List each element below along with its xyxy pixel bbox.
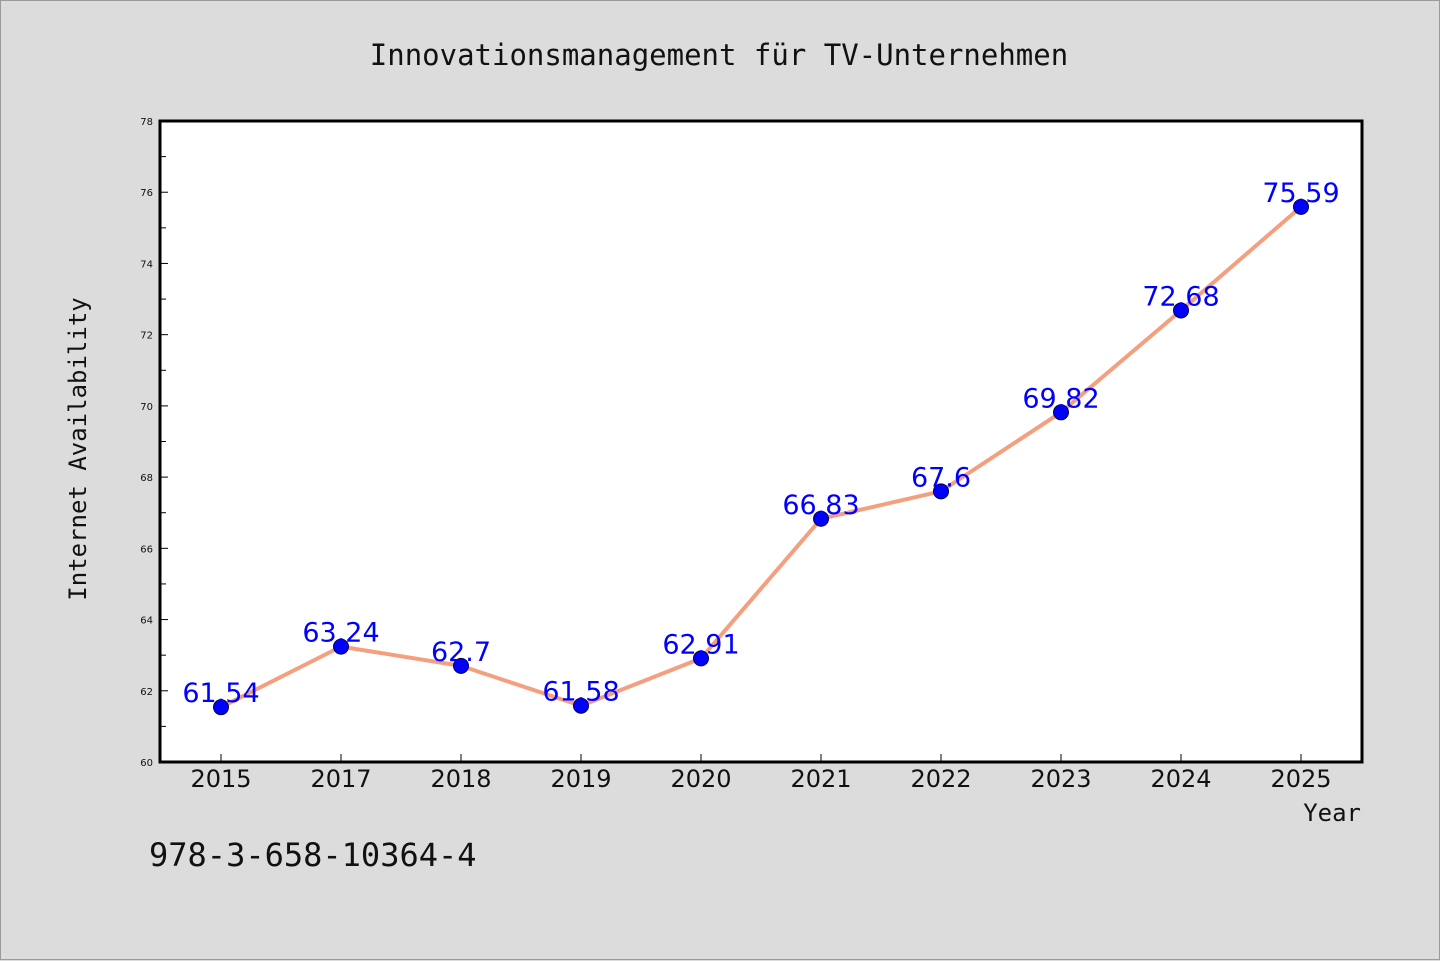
footnote-isbn: 978-3-658-10364-4 <box>149 836 477 874</box>
data-point <box>813 510 829 527</box>
y-tick-label: 76 <box>140 188 153 199</box>
x-axis-label: Year <box>1303 799 1361 827</box>
data-label: 66.83 <box>782 490 859 521</box>
y-axis-ticks: 60 62 64 66 68 70 72 74 76 78 <box>140 117 168 769</box>
data-labels: 61.54 63.24 62.7 61.58 62.91 66.83 67.6 69.82 72… <box>182 178 1339 709</box>
y-tick-label: 60 <box>140 758 153 769</box>
x-tick-label: 2023 <box>1030 765 1091 793</box>
data-point <box>1293 198 1309 215</box>
data-point <box>213 699 229 716</box>
data-label: 69.82 <box>1022 383 1099 414</box>
data-point <box>573 697 589 714</box>
data-markers <box>213 198 1309 716</box>
chart-title: Innovationsmanagement für TV-Unternehmen <box>370 38 1068 72</box>
data-point <box>693 650 709 667</box>
x-tick-label: 2024 <box>1150 765 1211 793</box>
data-point <box>1173 302 1189 319</box>
y-tick-label: 72 <box>140 331 153 342</box>
data-label: 72.68 <box>1142 281 1219 312</box>
y-tick-label: 62 <box>140 687 153 698</box>
y-tick-label: 70 <box>140 402 153 413</box>
x-tick-label: 2019 <box>550 765 611 793</box>
x-tick-label: 2025 <box>1270 765 1331 793</box>
y-tick-label: 74 <box>140 259 153 270</box>
data-label: 63.24 <box>302 618 379 649</box>
y-tick-label: 68 <box>140 473 153 484</box>
x-tick-label: 2022 <box>910 765 971 793</box>
data-point <box>933 483 949 500</box>
data-label: 67.6 <box>911 462 971 493</box>
series-line-group <box>220 205 1303 709</box>
x-tick-label: 2017 <box>310 765 371 793</box>
x-tick-label: 2021 <box>790 765 851 793</box>
x-axis-ticks: 2015 2017 2018 2019 2020 2021 2022 2023 2024 2025 <box>190 754 1332 793</box>
y-tick-label: 66 <box>140 544 153 555</box>
x-tick-label: 2020 <box>670 765 731 793</box>
data-label: 61.54 <box>182 678 259 709</box>
plot-area <box>158 119 1364 764</box>
data-point <box>333 638 349 655</box>
y-axis-label: Internet Availability <box>64 297 92 600</box>
series-line <box>220 205 1303 709</box>
data-label: 61.58 <box>542 677 619 708</box>
data-label: 62.91 <box>662 629 739 660</box>
data-label: 75.59 <box>1262 178 1339 209</box>
x-tick-label: 2018 <box>430 765 491 793</box>
data-label: 62.7 <box>431 637 491 668</box>
y-tick-label: 64 <box>140 616 153 627</box>
y-tick-label: 78 <box>140 117 153 128</box>
x-tick-label: 2015 <box>190 765 251 793</box>
data-point <box>1053 404 1069 421</box>
data-point <box>453 657 469 674</box>
